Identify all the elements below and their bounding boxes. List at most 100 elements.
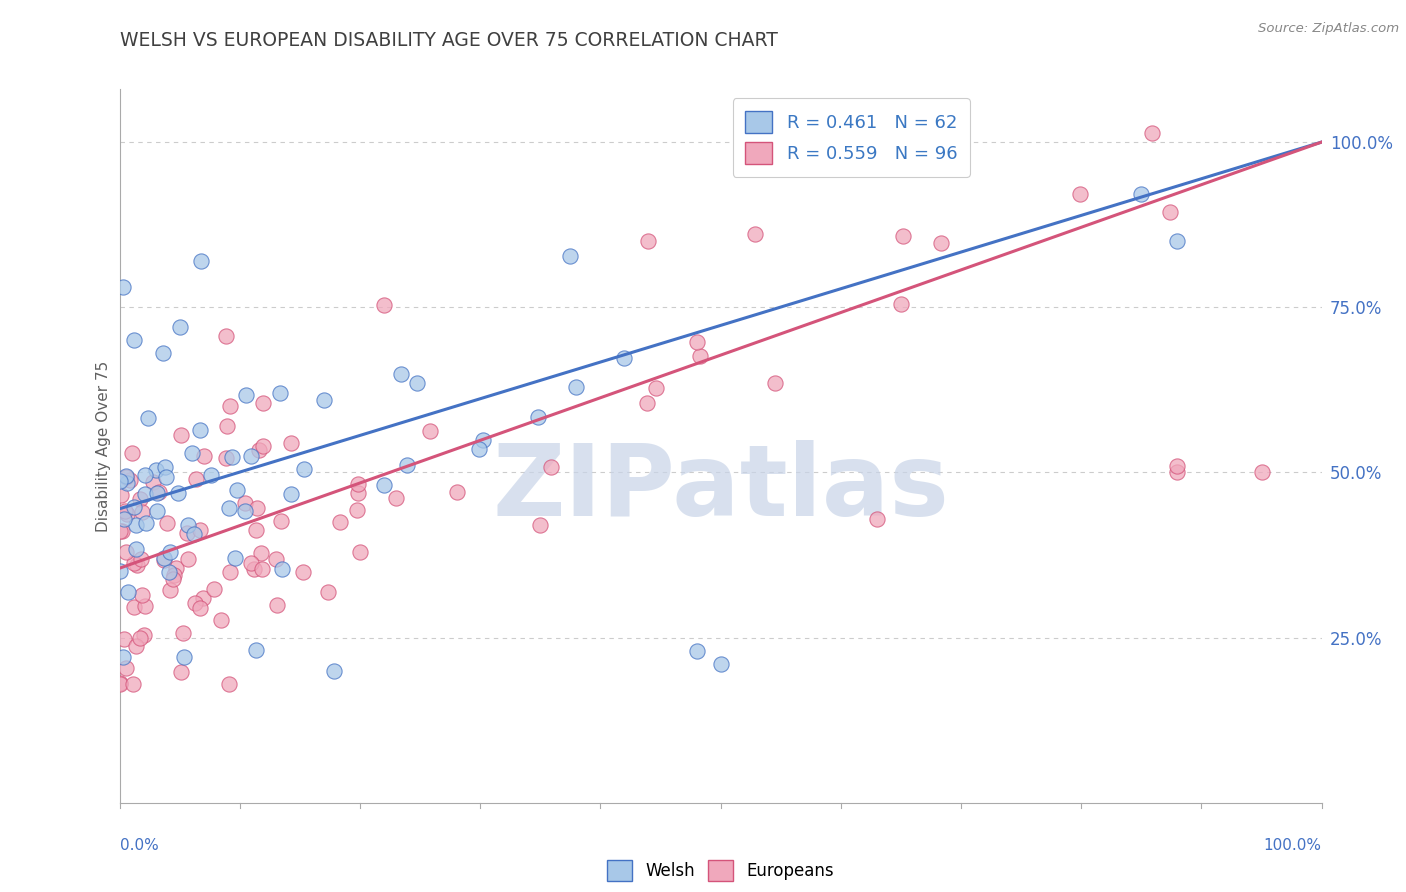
Point — [184, 472, 207, 486]
Point — [108, 677, 131, 691]
Point — [146, 486, 169, 500]
Point — [110, 675, 132, 690]
Point — [157, 565, 180, 579]
Point — [1166, 458, 1188, 473]
Point — [115, 476, 138, 491]
Point — [112, 280, 135, 294]
Point — [280, 436, 302, 450]
Point — [240, 449, 263, 463]
Text: WELSH VS EUROPEAN DISABILITY AGE OVER 75 CORRELATION CHART: WELSH VS EUROPEAN DISABILITY AGE OVER 75… — [120, 31, 778, 50]
Point — [218, 677, 240, 691]
Point — [181, 446, 204, 460]
Point — [329, 515, 352, 529]
Point — [471, 433, 494, 447]
Point — [215, 419, 238, 434]
Point — [173, 650, 195, 665]
Point — [405, 376, 427, 391]
Point — [176, 525, 198, 540]
Point — [108, 524, 131, 538]
Text: Source: ZipAtlas.com: Source: ZipAtlas.com — [1258, 22, 1399, 36]
Point — [565, 379, 588, 393]
Point — [323, 664, 346, 678]
Y-axis label: Disability Age Over 75: Disability Age Over 75 — [96, 360, 111, 532]
Point — [558, 249, 581, 263]
Point — [395, 458, 418, 472]
Point — [108, 564, 131, 578]
Point — [347, 486, 370, 500]
Point — [1250, 466, 1272, 480]
Point — [188, 523, 211, 537]
Point — [115, 470, 138, 484]
Point — [200, 467, 222, 482]
Point — [312, 393, 335, 408]
Point — [1166, 234, 1188, 248]
Point — [132, 628, 155, 642]
Point — [121, 445, 143, 459]
Point — [191, 591, 214, 606]
Text: 100.0%: 100.0% — [1264, 838, 1322, 853]
Point — [347, 476, 370, 491]
Point — [148, 485, 170, 500]
Point — [159, 582, 181, 597]
Point — [134, 487, 156, 501]
Point — [1140, 126, 1163, 140]
Point — [613, 351, 636, 365]
Point — [685, 335, 707, 350]
Point — [110, 475, 132, 489]
Point — [125, 639, 148, 653]
Point — [177, 518, 200, 533]
Point — [689, 349, 711, 363]
Point — [929, 236, 952, 251]
Point — [540, 460, 562, 475]
Point — [188, 600, 211, 615]
Point — [124, 518, 146, 533]
Point — [129, 552, 152, 566]
Point — [159, 545, 181, 559]
Point — [224, 550, 246, 565]
Point — [114, 545, 136, 559]
Point — [167, 485, 190, 500]
Point — [170, 428, 193, 442]
Point — [209, 613, 232, 627]
Point — [225, 483, 247, 497]
Point — [249, 442, 271, 457]
Point — [280, 487, 302, 501]
Point — [271, 562, 294, 576]
Point — [134, 467, 156, 482]
Point — [245, 523, 267, 537]
Point — [138, 411, 160, 425]
Point — [233, 495, 256, 509]
Point — [129, 631, 152, 645]
Point — [384, 491, 406, 505]
Point — [636, 396, 658, 410]
Point — [169, 320, 191, 334]
Point — [155, 470, 177, 484]
Point — [122, 557, 145, 571]
Point — [1069, 186, 1091, 201]
Point — [218, 565, 240, 579]
Point — [349, 545, 371, 559]
Point — [215, 450, 238, 465]
Point — [110, 488, 132, 502]
Point — [744, 227, 766, 242]
Point — [122, 333, 145, 347]
Point — [163, 568, 186, 582]
Point — [269, 385, 291, 400]
Point — [218, 500, 240, 515]
Point — [221, 450, 243, 464]
Point — [637, 234, 659, 248]
Point — [252, 395, 274, 409]
Point — [114, 504, 136, 518]
Point — [115, 469, 138, 483]
Point — [250, 562, 273, 576]
Point — [176, 552, 198, 566]
Point — [156, 516, 179, 531]
Point — [245, 643, 267, 657]
Point — [252, 439, 274, 453]
Point — [202, 582, 225, 596]
Point — [1130, 187, 1153, 202]
Point — [419, 424, 441, 438]
Point — [239, 556, 262, 570]
Point — [266, 598, 288, 612]
Point — [709, 657, 731, 671]
